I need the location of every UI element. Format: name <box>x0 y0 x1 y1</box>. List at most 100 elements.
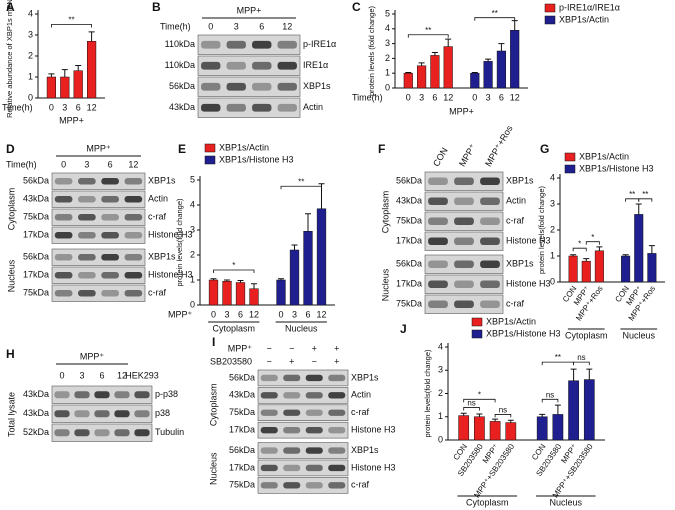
blot-band <box>78 253 96 261</box>
significance-label: ns <box>546 390 554 399</box>
bar <box>303 231 313 306</box>
x-axis-title: MPP⁺ <box>168 309 193 319</box>
error-bar <box>570 368 577 381</box>
protein-label: Actin <box>303 102 323 112</box>
panel-label: J <box>400 322 407 336</box>
bar <box>316 208 327 306</box>
error-bar <box>586 368 593 380</box>
lane-label: 3 <box>234 21 239 31</box>
blot-strip <box>257 369 349 387</box>
significance-label: ** <box>298 177 304 186</box>
blot-strip <box>257 404 349 421</box>
kda-label: 56kDa <box>396 259 422 269</box>
blot-band <box>101 271 119 279</box>
blot-strip <box>51 423 153 442</box>
blot-band <box>454 217 474 225</box>
condition-sign: + <box>312 343 317 353</box>
protein-label: Histone H3 <box>351 462 396 472</box>
blot-band <box>114 410 130 418</box>
y-tick-label: 4 <box>550 172 555 182</box>
significance-bracket <box>463 398 496 403</box>
x-tick-label: 6 <box>238 309 243 319</box>
blot-band <box>305 392 323 399</box>
bar <box>483 61 493 89</box>
significance-label: * <box>578 239 581 248</box>
bar <box>581 260 591 283</box>
protein-label: Tubulin <box>155 427 184 437</box>
blot-band <box>283 464 301 472</box>
kda-label: 43kDa <box>229 390 255 400</box>
blot-strip <box>257 442 349 459</box>
bar <box>222 281 232 306</box>
significance-bracket <box>463 407 480 411</box>
protein-label: XBP1s <box>506 176 534 186</box>
blot-band <box>134 410 150 418</box>
blot-strip <box>424 231 504 251</box>
significance-bracket <box>625 198 640 202</box>
blot-band <box>252 103 272 112</box>
error-bar <box>583 258 590 262</box>
bar <box>552 414 564 441</box>
blot-band <box>283 426 301 434</box>
kda-label: 17kDa <box>396 236 422 246</box>
error-bar <box>511 20 518 31</box>
blot-band <box>226 40 246 49</box>
lane-label: MPP⁺ <box>457 142 478 168</box>
kda-label: 75kDa <box>229 480 255 490</box>
bar <box>276 279 286 306</box>
group-label: Nucleus <box>549 497 582 507</box>
x-tick-label: 6 <box>76 102 81 112</box>
legend-swatch <box>564 152 576 162</box>
kda-label: 56kDa <box>396 176 422 186</box>
blot-title: MPP⁺ <box>86 143 111 153</box>
legend-swatch <box>544 15 556 25</box>
blot-band <box>226 103 246 112</box>
legend-swatch <box>204 143 216 153</box>
bar <box>568 380 579 441</box>
kda-label: 17kDa <box>229 462 255 472</box>
bar <box>505 422 517 441</box>
x-tick-label: 3 <box>62 102 67 112</box>
x-tick-label: 0 <box>211 309 216 319</box>
blot-band <box>78 231 96 239</box>
legend-label: p-IRE1α/IRE1α <box>559 2 620 12</box>
kda-label: 43kDa <box>23 389 49 399</box>
y-tick-label: 1 <box>28 71 33 81</box>
blot-band <box>54 289 73 297</box>
kda-label: 56kDa <box>23 252 49 262</box>
panel-label: E <box>178 142 186 156</box>
error-bar <box>210 278 217 280</box>
blot-band <box>54 231 73 239</box>
x-tick-label: 3 <box>292 309 297 319</box>
lane-title: Time(h) <box>160 21 191 31</box>
bar <box>489 421 501 441</box>
error-bar <box>61 69 68 77</box>
bar <box>60 76 70 99</box>
x-tick-label: 0 <box>278 309 283 319</box>
blot-band <box>454 300 474 308</box>
blot-band <box>94 391 110 399</box>
panel-label: F <box>378 142 385 156</box>
blot-band <box>54 177 73 185</box>
error-bar <box>445 38 452 47</box>
blot-band <box>328 392 346 399</box>
protein-label: c-raf <box>506 299 524 309</box>
x-tick-label: 12 <box>249 309 259 319</box>
group-label: MPP+ <box>59 115 84 125</box>
blot-band <box>428 177 448 185</box>
significance-label: ns <box>499 406 507 415</box>
error-bar <box>88 31 95 42</box>
error-bar <box>418 62 425 66</box>
group-label: Nucleus <box>285 323 318 333</box>
blot-band <box>134 429 150 437</box>
x-tick-label: 0 <box>49 102 54 112</box>
error-bar <box>648 245 655 254</box>
blot-band <box>252 40 272 49</box>
error-bar <box>498 43 505 51</box>
blot-band <box>74 391 90 399</box>
y-tick-label: 1 <box>550 250 555 260</box>
blot-band <box>328 464 346 472</box>
bar <box>496 50 506 89</box>
kda-label: 75kDa <box>23 288 49 298</box>
significance-bracket <box>572 247 587 252</box>
